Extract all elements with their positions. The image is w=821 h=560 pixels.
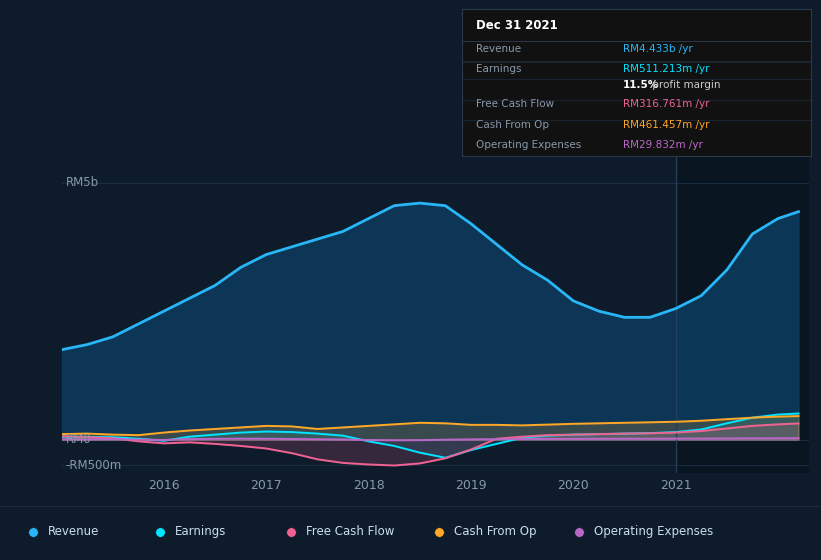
Text: Revenue: Revenue — [476, 44, 521, 54]
Text: Earnings: Earnings — [476, 64, 521, 74]
Text: RM29.832m /yr: RM29.832m /yr — [623, 140, 703, 150]
Text: RM511.213m /yr: RM511.213m /yr — [623, 64, 709, 74]
Text: profit margin: profit margin — [649, 80, 720, 90]
Text: Free Cash Flow: Free Cash Flow — [476, 99, 554, 109]
Text: -RM500m: -RM500m — [66, 459, 122, 472]
Text: RM316.761m /yr: RM316.761m /yr — [623, 99, 709, 109]
Text: Operating Expenses: Operating Expenses — [594, 525, 713, 538]
Text: Cash From Op: Cash From Op — [454, 525, 536, 538]
Text: Earnings: Earnings — [175, 525, 227, 538]
Text: Revenue: Revenue — [48, 525, 99, 538]
Text: Dec 31 2021: Dec 31 2021 — [476, 19, 558, 32]
Text: RM0: RM0 — [66, 433, 91, 446]
Text: Cash From Op: Cash From Op — [476, 120, 549, 130]
Text: Operating Expenses: Operating Expenses — [476, 140, 581, 150]
Text: 11.5%: 11.5% — [623, 80, 659, 90]
Text: RM4.433b /yr: RM4.433b /yr — [623, 44, 692, 54]
Text: Free Cash Flow: Free Cash Flow — [306, 525, 395, 538]
Bar — [676, 157, 809, 473]
Text: RM461.457m /yr: RM461.457m /yr — [623, 120, 709, 130]
Text: RM5b: RM5b — [66, 176, 99, 189]
